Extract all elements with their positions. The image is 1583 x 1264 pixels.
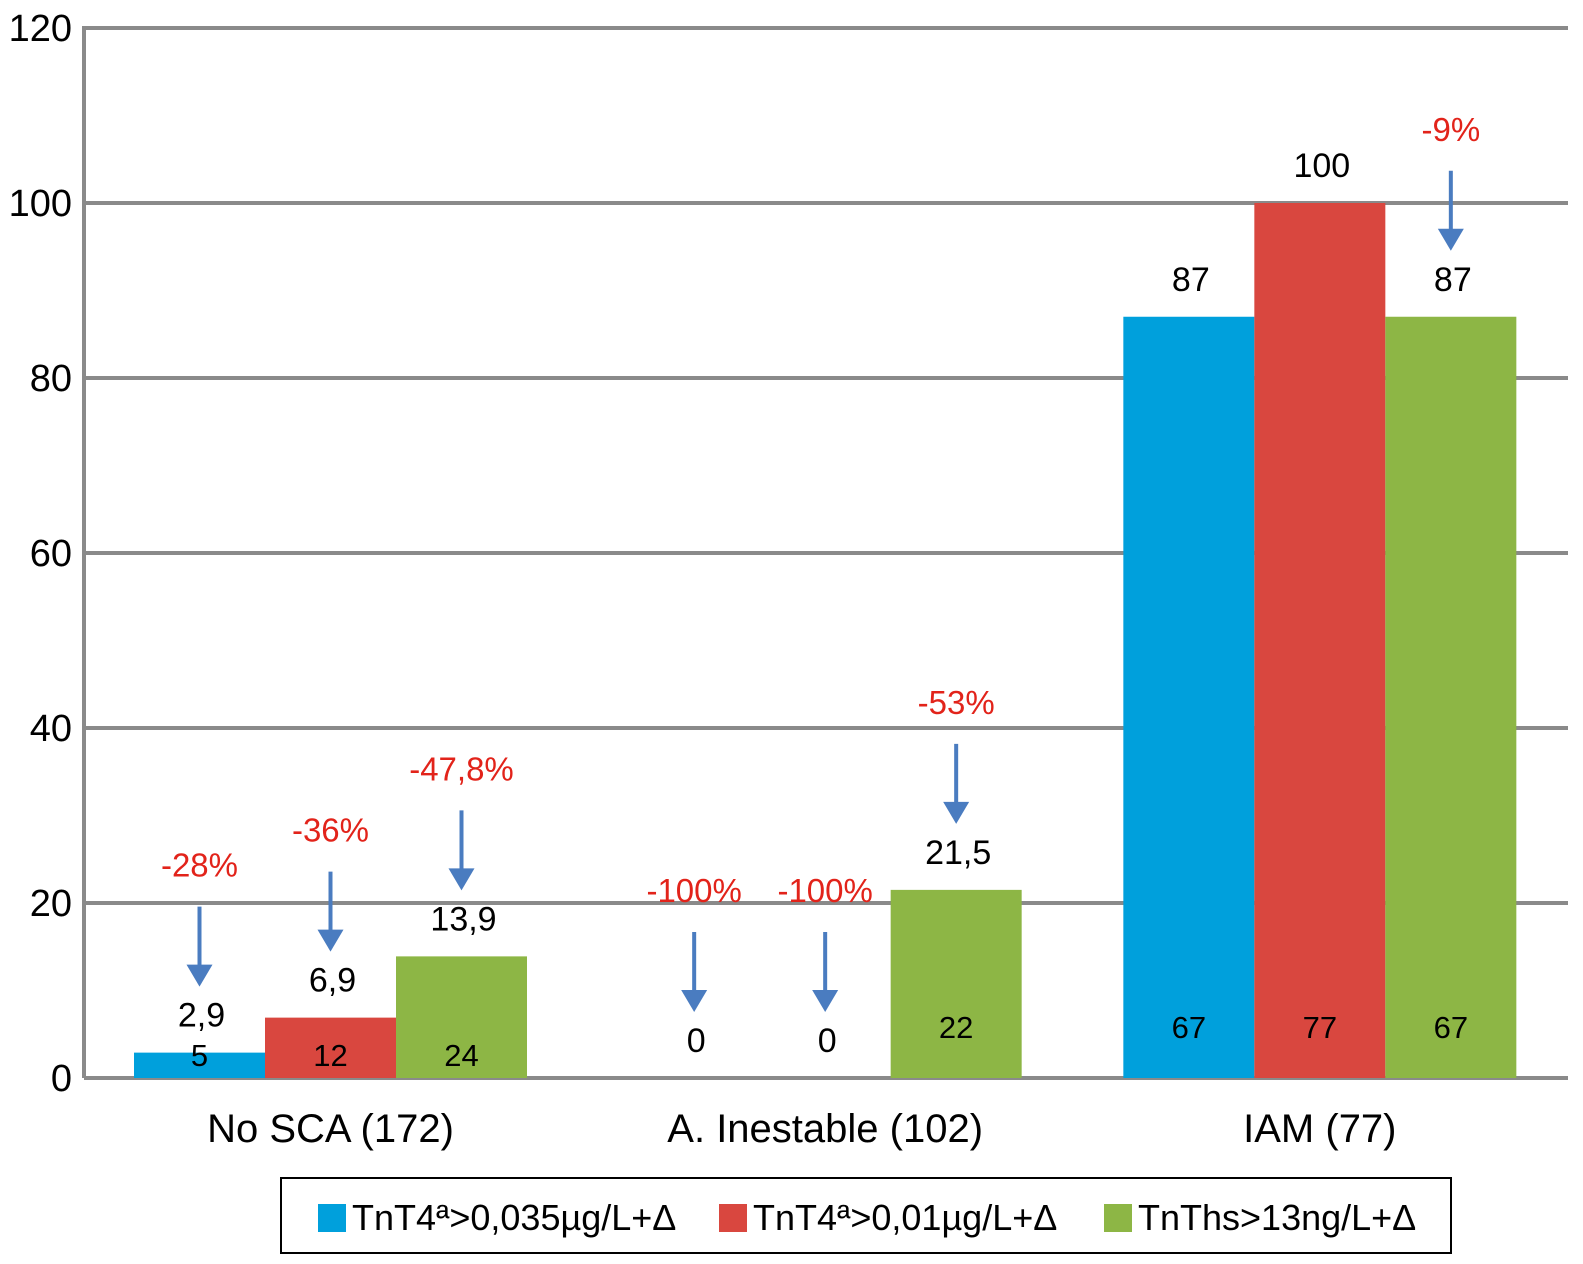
change-label: -47,8% [409,750,514,787]
legend-label: TnT4ª>0,01µg/L+Δ [753,1197,1057,1238]
y-tick-label: 100 [9,183,72,225]
legend-label: TnT4ª>0,035µg/L+Δ [352,1197,676,1238]
bar [265,1017,396,1078]
data-label: 87 [1434,261,1472,299]
inner-count-label: 24 [444,1038,478,1073]
legend-swatch [719,1204,747,1232]
data-label: 13,9 [430,900,496,938]
arrow-head [812,990,839,1012]
data-label: 100 [1293,147,1350,185]
category-label: A. Inestable (102) [667,1107,983,1151]
data-label: 6,9 [309,962,356,1000]
x-axis-categories: No SCA (172) A. Inestable (102) IAM (77) [207,1107,1396,1151]
bar [396,956,527,1078]
y-axis-ticks: 0 20 40 60 80 100 120 [9,8,72,1100]
y-tick-label: 80 [30,358,72,400]
gridlines [82,26,1568,1080]
data-label: 0 [818,1022,837,1060]
change-label: -9% [1421,111,1480,148]
y-tick-label: 40 [30,708,72,750]
legend: TnT4ª>0,035µg/L+Δ TnT4ª>0,01µg/L+Δ TnThs>1… [280,1177,1452,1254]
bar [1385,316,1517,1078]
bar [134,1052,265,1078]
y-tick-label: 20 [30,883,72,925]
arrow-head [186,964,213,987]
y-tick-label: 0 [51,1058,72,1100]
arrow-head [943,801,970,824]
change-label: -100% [777,872,872,909]
arrow-head [681,990,708,1012]
inner-count-label: 22 [939,1010,973,1045]
data-label: 0 [687,1022,706,1060]
inner-count-label: 77 [1303,1010,1337,1045]
data-label: 2,9 [178,997,225,1035]
data-label: 21,5 [925,834,991,872]
legend-label: TnThs>13ng/L+Δ [1138,1197,1416,1238]
arrow-head [448,868,475,891]
inner-count-label: 5 [191,1038,208,1073]
y-tick-label: 120 [9,8,72,50]
legend-box [280,1177,1452,1254]
bar [1254,203,1386,1078]
change-annotations: -28% -36% -47,8% -100% -100% -53% -9% [161,111,1480,1012]
y-tick-label: 60 [30,533,72,575]
bar [890,889,1022,1078]
category-label: IAM (77) [1243,1107,1396,1151]
change-label: -28% [161,847,238,884]
category-label: No SCA (172) [207,1107,454,1151]
data-labels: 2,95 6,9 12 13,9 24 0 0 21,5 22 87 67 100 77 87 67 [178,147,1472,1073]
change-label: -53% [918,684,995,721]
bar [1123,316,1255,1078]
arrow-head [1437,228,1464,251]
legend-swatch [1104,1204,1132,1232]
data-label: 87 [1172,261,1210,299]
change-label: -36% [292,812,369,849]
bars [134,203,1517,1078]
legend-swatch [318,1204,346,1232]
change-label: -100% [646,872,741,909]
arrow-head [317,929,344,952]
inner-count-label: 67 [1434,1010,1468,1045]
inner-count-label: 12 [313,1038,347,1073]
inner-count-label: 67 [1172,1010,1206,1045]
